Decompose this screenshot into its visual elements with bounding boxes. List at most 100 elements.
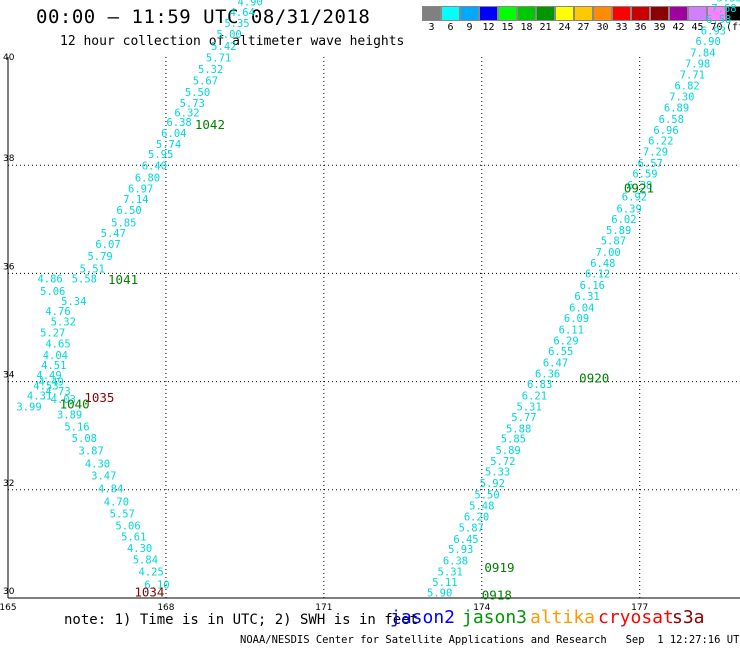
wave-height-value: 6.12	[585, 269, 610, 281]
wave-height-value: 5.85	[111, 217, 136, 229]
legend-altika: altika	[530, 607, 596, 628]
wave-height-value: 5.51	[80, 263, 105, 275]
wave-height-value: 6.89	[664, 103, 689, 115]
wave-height-value: 6.58	[659, 114, 684, 126]
wave-height-value: 5.89	[495, 445, 520, 457]
y-tick-label: 32	[3, 479, 14, 489]
wave-height-value: 4.30	[85, 459, 110, 471]
wave-height-value: 6.55	[548, 346, 573, 358]
wave-height-value: 5.08	[72, 433, 97, 445]
wave-height-value: 6.32	[174, 108, 199, 120]
wave-height-value: 3.87	[79, 446, 104, 458]
wave-height-value: 7.00	[595, 247, 620, 259]
wave-height-value: 6.96	[653, 125, 678, 137]
color-scale-swatch	[422, 6, 441, 21]
x-tick-label: 177	[631, 603, 648, 613]
wave-height-value: 5.85	[501, 434, 526, 446]
wave-height-value: 5.34	[61, 296, 86, 308]
wave-height-value: 5.79	[87, 251, 112, 263]
wave-height-value: 6.38	[443, 555, 468, 567]
wave-height-value: 4.76	[45, 306, 70, 318]
wave-height-value: 5.33	[485, 467, 510, 479]
wave-height-value: 7.84	[690, 47, 715, 59]
y-tick-label: 38	[3, 154, 15, 164]
wave-height-value: 5.71	[206, 52, 231, 64]
wave-height-value: 7.14	[123, 194, 148, 206]
wave-height-value: 5.32	[198, 64, 223, 76]
wave-height-value: 5.72	[490, 456, 515, 468]
wave-height-value: 6.83	[527, 379, 552, 391]
wave-height-value: 4.65	[45, 339, 70, 351]
wave-height-value: 7.98	[685, 58, 710, 70]
x-tick-label: 168	[157, 603, 174, 613]
color-scale-swatch	[498, 6, 517, 21]
color-scale-swatch	[574, 6, 593, 21]
wave-height-value: 5.58	[72, 274, 97, 286]
color-scale-label: 27	[577, 22, 590, 33]
x-tick-label: 171	[315, 603, 332, 613]
wave-height-value: 5.32	[51, 316, 76, 328]
wave-height-value: 6.97	[128, 183, 153, 195]
wave-height-value: 5.31	[438, 566, 463, 578]
wave-height-value: 3.47	[91, 471, 116, 483]
y-tick-label: 34	[3, 371, 15, 381]
wave-height-value: 6.93	[701, 25, 726, 37]
color-scale-swatch	[688, 6, 707, 21]
color-scale-label: 9	[466, 22, 473, 33]
wave-height-value: 6.59	[632, 169, 657, 181]
wave-height-value: 6.36	[535, 368, 560, 380]
wave-height-value: 6.10	[144, 579, 169, 591]
legend-s3a: s3a	[672, 607, 705, 628]
page-title: 00:00 — 11:59 UTC 08/31/2018	[36, 6, 371, 28]
page-subtitle: 12 hour collection of altimeter wave hei…	[60, 34, 405, 49]
pass-time-label: 0918	[482, 588, 512, 603]
wave-height-value: 6.02	[611, 214, 636, 226]
footer-note: note: 1) Time is in UTC; 2) SWH is in fe…	[64, 612, 419, 628]
wave-height-value: 6.40	[142, 161, 167, 173]
wave-height-value: 6.92	[622, 191, 647, 203]
pass-time-label: 1040	[60, 397, 90, 412]
color-scale-bar	[422, 6, 740, 21]
wave-height-value: 5.87	[459, 522, 484, 534]
wave-height-value: 5.06	[40, 286, 65, 298]
wave-height-value: 5.11	[432, 577, 457, 589]
color-scale-swatch	[517, 6, 536, 21]
wave-height-value: 6.58	[706, 14, 731, 26]
color-scale-swatch	[555, 6, 574, 21]
color-scale-swatch	[441, 6, 460, 21]
wave-height-value: 4.70	[104, 496, 129, 508]
pass-time-label: 1035	[84, 390, 114, 405]
color-scale-swatch	[631, 6, 650, 21]
color-scale-label: 15	[501, 22, 514, 33]
wave-height-value: 5.73	[180, 98, 205, 110]
wave-height-value: 6.82	[674, 80, 699, 92]
color-scale-label: 3	[428, 22, 435, 33]
wave-height-value: 5.87	[601, 236, 626, 248]
color-scale-swatch	[650, 6, 669, 21]
pass-time-label: 0920	[579, 371, 609, 386]
wave-height-value: 5.89	[606, 225, 631, 237]
color-scale-label: (ft)	[726, 22, 740, 33]
wave-height-value: 6.21	[522, 390, 547, 402]
pass-time-label: 0919	[484, 560, 514, 575]
wave-height-value: 5.61	[121, 532, 146, 544]
color-scale-label: 36	[634, 22, 647, 33]
y-tick-label: 36	[3, 262, 15, 272]
wave-height-value: 6.04	[161, 128, 186, 140]
wave-height-value: 5.57	[110, 508, 135, 520]
color-scale-label: 12	[482, 22, 495, 33]
wave-height-value: 5.74	[156, 139, 181, 151]
wave-height-value: 5.50	[185, 87, 210, 99]
wave-height-value: 4.30	[127, 543, 152, 555]
wave-height-value: 5.88	[506, 423, 531, 435]
legend-jason2: jason2	[390, 607, 456, 628]
color-scale-swatch	[479, 6, 498, 21]
wave-height-value: 4.49	[36, 370, 61, 382]
wave-height-value: 5.06	[115, 520, 140, 532]
wave-height-value: 5.47	[101, 228, 126, 240]
color-scale-label: 70	[710, 22, 723, 33]
wave-height-value: 4.04	[43, 350, 68, 362]
color-scale-label: 6	[447, 22, 454, 33]
color-scale-swatch	[460, 6, 479, 21]
wave-height-value: 6.11	[559, 324, 584, 336]
